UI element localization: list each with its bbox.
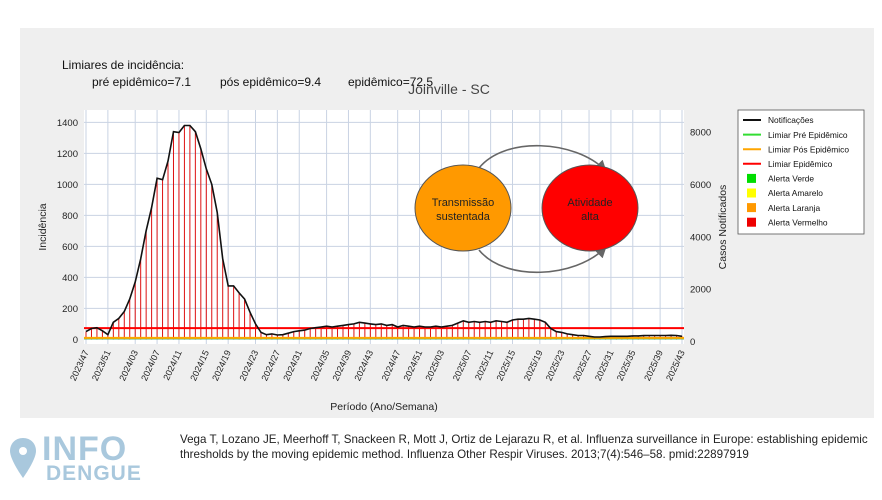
chart-title: Joinville - SC (408, 81, 490, 97)
notifications-line (85, 124, 683, 338)
x-tick-label: 2025/19 (522, 349, 545, 383)
y-tick-label: 600 (62, 242, 78, 253)
y2-tick-label: 4000 (690, 232, 711, 243)
legend-square-swatch (747, 203, 756, 213)
x-tick-label: 2025/03 (423, 349, 446, 383)
x-tick-label: 2024/11 (161, 349, 184, 382)
x-tick-label: 2024/43 (352, 349, 375, 383)
threshold-label: epidêmico=72.5 (348, 75, 433, 89)
x-tick-label: 2023/51 (90, 349, 113, 383)
x-tick-label: 2025/43 (664, 349, 687, 383)
x-tick-label: 2024/07 (139, 349, 162, 383)
incidence-chart: 0 200 400 600 800 1000 1200 1400 0 2000 4000 6000 80… (37, 58, 865, 413)
threshold-label: pós epidêmico=9.4 (220, 75, 321, 89)
y2-axis-label: Casos Notificados (717, 185, 729, 270)
x-tick-label: 2024/51 (402, 349, 425, 383)
legend-box (737, 109, 865, 235)
x-tick-label: 2025/15 (494, 349, 517, 383)
legend-label: Alerta Vermelho (768, 217, 828, 227)
transition-arrow-top (478, 144, 607, 172)
x-tick-label: 2025/27 (571, 349, 594, 383)
y-tick-label: 0 (73, 335, 78, 346)
x-tick-label: 2025/11 (473, 349, 496, 382)
x-tick-label: 2024/03 (117, 349, 140, 383)
legend-label: Alerta Amarelo (768, 188, 823, 198)
y-tick-label: 400 (62, 273, 78, 284)
thresholds-heading: Limiares de incidência: (62, 58, 184, 72)
y-tick-label: 200 (62, 304, 78, 315)
citation-text: Vega T, Lozano JE, Meerhoff T, Snackeen … (180, 433, 868, 461)
state-label-line: Transmissão (432, 197, 495, 209)
y2-tick-label: 6000 (690, 180, 711, 191)
x-tick-label: 2024/27 (259, 349, 282, 383)
state-node-high-activity (541, 164, 639, 252)
y2-tick-label: 0 (690, 337, 695, 348)
y-tick-label: 1000 (57, 180, 78, 191)
y2-tick-label: 8000 (690, 128, 711, 139)
legend-label: Limiar Pré Epidêmico (768, 130, 848, 140)
y-tick-label: 800 (62, 211, 78, 222)
legend-square-swatch (747, 217, 756, 227)
x-tick-label: 2025/31 (593, 349, 616, 383)
y2-tick-label: 2000 (690, 285, 711, 296)
x-tick-label: 2023/47 (68, 349, 91, 383)
x-tick-label: 2024/39 (330, 349, 353, 383)
legend-square-swatch (747, 173, 756, 183)
x-tick-label: 2024/47 (380, 349, 403, 383)
threshold-label: pré epidêmico=7.1 (92, 75, 191, 89)
x-tick-label: 2024/35 (309, 349, 332, 383)
x-tick-label: 2025/35 (615, 349, 638, 383)
logo-dengue-text: DENGUE (46, 462, 142, 485)
y-tick-label: 1400 (57, 118, 78, 129)
legend-label: Alerta Verde (768, 174, 814, 184)
x-tick-label: 2025/07 (451, 349, 474, 383)
x-tick-label: 2025/23 (544, 349, 567, 383)
state-node-sustained-transmission (414, 164, 512, 252)
location-pin-icon (10, 438, 36, 478)
infodengue-logo: INFO DENGUE (8, 430, 141, 485)
state-label-line: sustentada (436, 211, 491, 223)
state-label-line: Atividade (567, 197, 612, 209)
legend-square-swatch (747, 188, 756, 198)
logo-info-text: INFO (42, 430, 128, 468)
y-tick-label: 1200 (57, 149, 78, 160)
legend-label: Limiar Pós Epidêmico (768, 144, 849, 154)
x-axis-label: Período (Ano/Semana) (330, 401, 437, 413)
x-tick-label: 2024/31 (281, 349, 304, 383)
legend-label: Alerta Laranja (768, 203, 820, 213)
legend-label: Limiar Epidêmico (768, 159, 833, 169)
x-tick-label: 2024/23 (237, 349, 260, 383)
x-tick-label: 2024/15 (188, 349, 211, 383)
legend-label: Notificações (768, 115, 814, 125)
x-tick-label: 2024/19 (210, 349, 233, 383)
transition-arrow-bottom (478, 246, 607, 274)
state-label-line: alta (581, 211, 600, 223)
y-axis-label: Incidência (37, 203, 49, 250)
x-tick-label: 2025/39 (642, 349, 665, 383)
